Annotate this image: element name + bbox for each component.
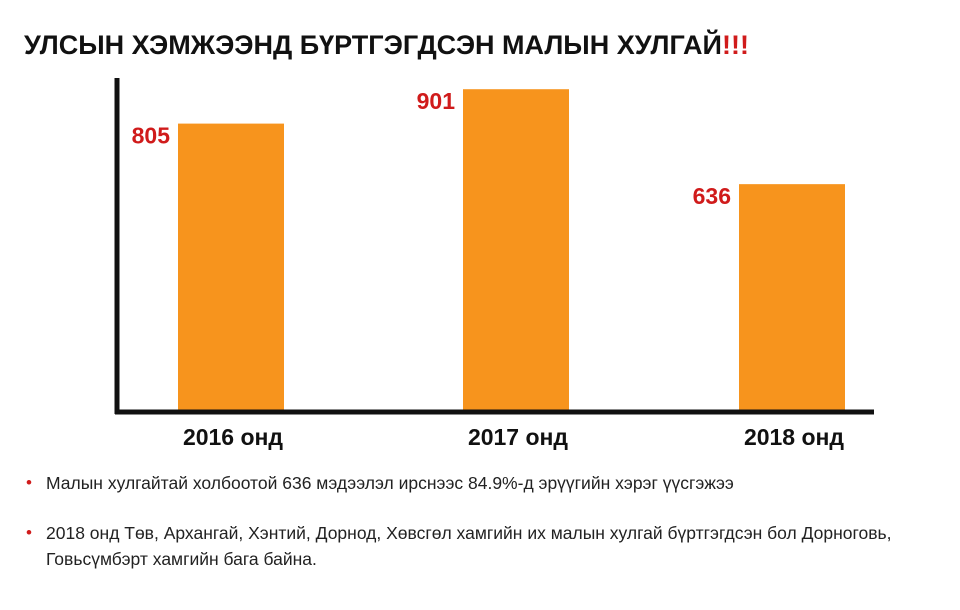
- value-label-2: 901: [417, 88, 456, 114]
- category-label-3: 2018 онд: [744, 424, 844, 450]
- value-label-3: 636: [693, 183, 731, 209]
- bar-3: [739, 184, 845, 412]
- value-label-1: 805: [132, 123, 171, 149]
- chart-title: УЛСЫН ХЭМЖЭЭНД БҮРТГЭГДСЭН МАЛЫН ХУЛГАЙ!…: [24, 30, 749, 61]
- bar-1: [178, 123, 284, 412]
- notes-list: • Малын хулгайтай холбоотой 636 мэдээлэл…: [24, 470, 924, 596]
- bullet-icon: •: [26, 473, 32, 492]
- note-item: • 2018 онд Төв, Архангай, Хэнтий, Дорнод…: [24, 520, 924, 572]
- chart-title-text: УЛСЫН ХЭМЖЭЭНД БҮРТГЭГДСЭН МАЛЫН ХУЛГАЙ: [24, 30, 722, 60]
- bar-chart: 805 2016 онд 901 2017 онд 636 2018 онд: [114, 78, 874, 450]
- category-label-1: 2016 онд: [183, 424, 283, 450]
- bars-layer: [178, 89, 845, 412]
- note-text: 2018 онд Төв, Архангай, Хэнтий, Дорнод, …: [46, 523, 892, 569]
- chart-title-emphasis: !!!: [721, 30, 749, 60]
- bullet-icon: •: [26, 523, 32, 542]
- note-item: • Малын хулгайтай холбоотой 636 мэдээлэл…: [24, 470, 924, 496]
- axes-layer: [114, 78, 874, 415]
- bar-2: [463, 89, 569, 412]
- labels-layer: 805 2016 онд 901 2017 онд 636 2018 онд: [132, 88, 845, 450]
- note-text: Малын хулгайтай холбоотой 636 мэдээлэл и…: [46, 473, 734, 493]
- category-label-2: 2017 онд: [468, 424, 568, 450]
